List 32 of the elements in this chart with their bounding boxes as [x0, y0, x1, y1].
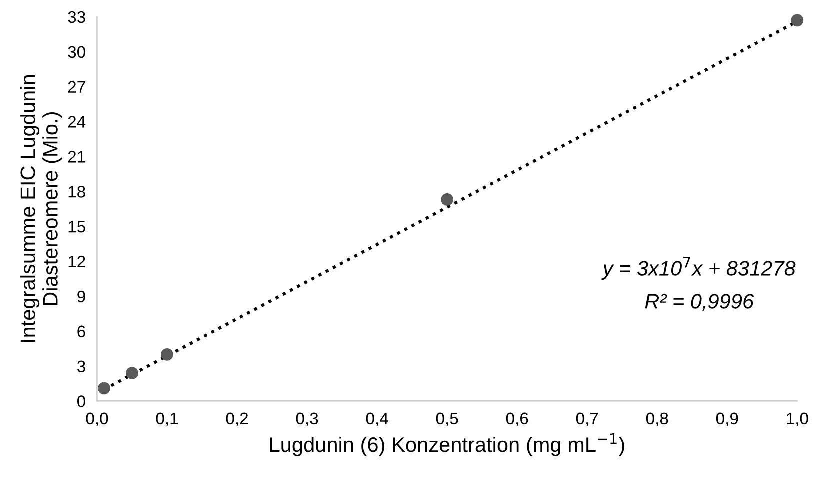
- y-tick-label: 9: [78, 290, 86, 303]
- annotation: R² = 0,9996: [645, 294, 754, 312]
- y-tick-label: 33: [68, 11, 86, 24]
- y-tick-label: 18: [68, 186, 86, 198]
- x-tick-label: 0,7: [576, 412, 598, 427]
- x-tick-label: 0,4: [366, 412, 388, 427]
- y-tick-label: 15: [68, 221, 86, 233]
- point: [161, 348, 174, 361]
- x-tick-label: 0,1: [156, 412, 178, 427]
- point: [441, 194, 454, 206]
- y-tick-label: 6: [78, 326, 86, 338]
- y-axis-title: Integralsumme EIC Lugdunin Diastereomere (Mio.): [20, 76, 62, 342]
- x-tick-label: 0,5: [436, 412, 458, 427]
- x-tick-label: 0,3: [296, 412, 318, 427]
- x-tick-label: 0,6: [506, 412, 528, 427]
- y-tick-label: 0: [77, 396, 86, 408]
- x-tick-label: 0,0: [86, 412, 108, 427]
- y-tick-label: 27: [68, 81, 86, 93]
- y-tick-label: 3: [77, 360, 86, 373]
- y-tick-label: 30: [68, 46, 86, 58]
- x-tick-label: 0,9: [716, 412, 738, 427]
- x-tick-label: 1,0: [787, 412, 808, 427]
- annotation: y = 3x10$^{7}$x + 831278: [602, 257, 796, 280]
- y-tick-label: 12: [68, 256, 86, 268]
- point: [791, 14, 804, 27]
- x-tick-label: 0,2: [226, 412, 248, 427]
- y-tick-label: 21: [68, 151, 86, 163]
- point: [126, 367, 138, 380]
- x-axis-title: Lugdunin (6) Konzentration (mg mL$^{−1}$): [270, 433, 624, 456]
- y-tick-label: 24: [68, 116, 86, 128]
- point: [98, 382, 110, 395]
- x-tick-label: 0,8: [646, 412, 668, 427]
